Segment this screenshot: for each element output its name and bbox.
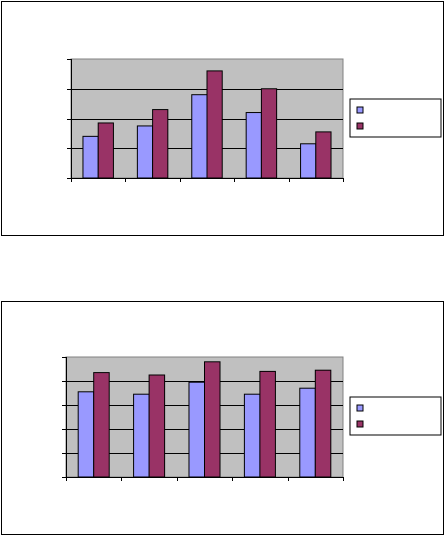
legend-swatch-series-1 (356, 106, 364, 114)
chart-2-frame (1, 301, 444, 535)
bar-series-2 (260, 88, 278, 179)
bar-series-1 (82, 135, 99, 179)
bar-series-2 (315, 131, 332, 179)
chart-2 (62, 356, 442, 481)
legend (349, 396, 442, 436)
bar-series-1 (188, 381, 206, 478)
legend-swatch-series-2 (356, 420, 364, 428)
bar-series-1 (243, 393, 261, 478)
bar-series-1 (136, 125, 154, 179)
chart-1-frame (1, 1, 444, 236)
bar-series-2 (314, 369, 332, 478)
bar-series-2 (259, 370, 276, 478)
bar-series-1 (245, 112, 262, 179)
bar-series-1 (300, 143, 317, 179)
chart-1 (67, 58, 442, 182)
bar-series-1 (77, 391, 95, 478)
bar-series-2 (204, 361, 221, 478)
bar-series-1 (191, 94, 208, 179)
bar-series-2 (152, 109, 169, 179)
legend-swatch-series-1 (356, 404, 364, 412)
bar-series-2 (97, 122, 114, 179)
bar-series-2 (93, 372, 110, 478)
bar-series-1 (133, 393, 150, 478)
legend (349, 98, 442, 138)
bar-series-1 (299, 387, 316, 478)
bar-series-2 (206, 70, 223, 179)
bar-series-2 (148, 374, 166, 478)
legend-swatch-series-2 (356, 122, 364, 130)
